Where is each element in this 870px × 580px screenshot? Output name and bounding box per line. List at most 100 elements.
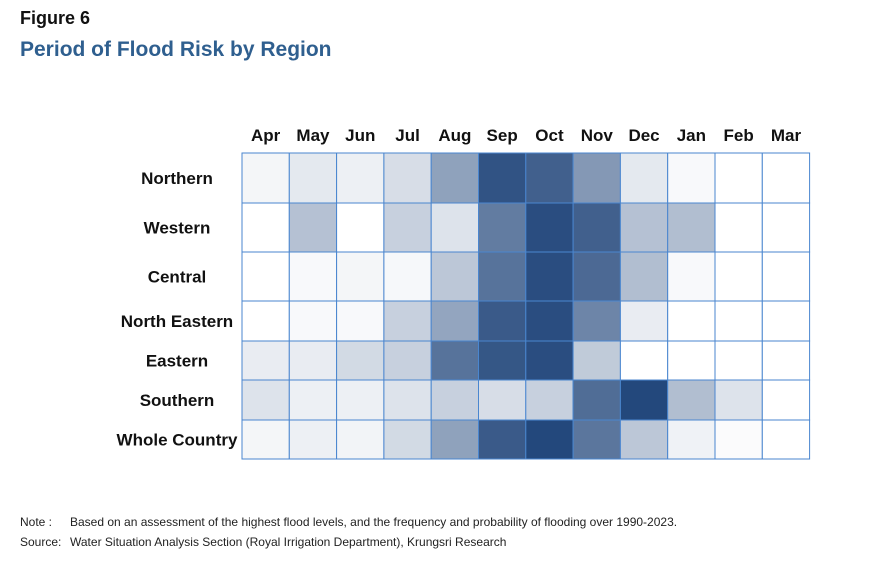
column-label: Dec xyxy=(628,126,659,145)
heatmap-cell xyxy=(572,419,621,460)
heatmap-cell xyxy=(572,152,621,204)
heatmap-cell xyxy=(619,379,669,421)
row-label: Southern xyxy=(140,391,215,410)
figure-label: Figure 6 xyxy=(20,8,91,28)
heatmap-cell xyxy=(619,300,669,342)
column-label: Mar xyxy=(771,126,802,145)
heatmap-cell xyxy=(761,419,811,460)
heatmap-cell xyxy=(619,340,669,381)
heatmap-cell xyxy=(383,379,432,421)
heatmap-cell xyxy=(714,152,763,204)
heatmap-cell xyxy=(288,251,338,302)
heatmap-cell xyxy=(761,202,811,253)
heatmap-cell xyxy=(525,340,574,381)
heatmap-cell xyxy=(241,152,290,204)
heatmap-cell xyxy=(430,340,480,381)
heatmap-cell xyxy=(336,379,385,421)
heatmap-cell xyxy=(667,300,716,342)
heatmap-cell xyxy=(336,300,385,342)
heatmap-cell xyxy=(383,202,432,253)
heatmap-cell xyxy=(478,419,527,460)
heatmap-cell xyxy=(667,202,716,253)
heatmap-cell xyxy=(525,300,574,342)
row-label: North Eastern xyxy=(121,312,233,331)
heatmap-cell xyxy=(241,202,290,253)
heatmap-cell xyxy=(241,251,290,302)
row-label: Eastern xyxy=(146,352,208,371)
heatmap-cell xyxy=(761,300,811,342)
heatmap-cell xyxy=(667,419,716,460)
column-label: Jan xyxy=(677,126,706,145)
heatmap-cell xyxy=(430,202,480,253)
heatmap-cell xyxy=(667,152,716,204)
column-label: Jul xyxy=(395,126,420,145)
row-label: Western xyxy=(144,219,211,238)
column-label: Aug xyxy=(438,126,471,145)
heatmap-cell xyxy=(761,152,811,204)
source-line: Source: Water Situation Analysis Section … xyxy=(20,535,506,549)
heatmap-cell xyxy=(430,419,480,460)
heatmap-cell xyxy=(572,251,621,302)
heatmap-cell xyxy=(619,419,669,460)
heatmap-cell xyxy=(336,251,385,302)
heatmap-cell xyxy=(430,379,480,421)
heatmap-cell xyxy=(572,300,621,342)
heatmap-cell xyxy=(619,202,669,253)
heatmap-cell xyxy=(572,379,621,421)
source-label: Source: xyxy=(20,535,62,549)
heatmap-cell xyxy=(714,202,763,253)
heatmap-cell xyxy=(383,419,432,460)
row-label: Central xyxy=(148,268,207,287)
heatmap-cell xyxy=(714,340,763,381)
heatmap-cell xyxy=(714,251,763,302)
column-label: Nov xyxy=(581,126,614,145)
column-label: Sep xyxy=(487,126,518,145)
heatmap-cell xyxy=(714,419,763,460)
heatmap-cell xyxy=(336,202,385,253)
source-text: Water Situation Analysis Section (Royal … xyxy=(70,535,507,549)
heatmap-cell xyxy=(288,152,338,204)
heatmap-cell xyxy=(241,340,290,381)
heatmap-cell xyxy=(383,340,432,381)
chart-title: Period of Flood Risk by Region xyxy=(20,38,332,61)
heatmap-cell xyxy=(714,379,763,421)
heatmap-cell xyxy=(525,379,574,421)
column-label: May xyxy=(296,126,330,145)
heatmap-cell xyxy=(478,152,527,204)
heatmap-cell xyxy=(572,202,621,253)
heatmap-cell xyxy=(241,419,290,460)
heatmap-cell xyxy=(478,379,527,421)
heatmap-cell xyxy=(430,300,480,342)
heatmap-cell xyxy=(525,251,574,302)
heatmap-cell xyxy=(288,300,338,342)
heatmap-cell xyxy=(478,300,527,342)
heatmap-cell xyxy=(383,300,432,342)
heatmap-cell xyxy=(288,202,338,253)
heatmap-cell xyxy=(525,202,574,253)
heatmap-cell xyxy=(336,152,385,204)
heatmap-cell xyxy=(288,379,338,421)
column-label: Apr xyxy=(251,126,281,145)
heatmap-cell xyxy=(761,340,811,381)
heatmap-cell xyxy=(714,300,763,342)
heatmap-cell xyxy=(383,251,432,302)
column-label: Feb xyxy=(724,126,754,145)
heatmap-cell xyxy=(761,251,811,302)
heatmap-cell xyxy=(619,152,669,204)
heatmap-cell xyxy=(336,340,385,381)
heatmap-cell xyxy=(525,419,574,460)
heatmap-cell xyxy=(430,251,480,302)
column-label: Oct xyxy=(535,126,564,145)
heatmap-cell xyxy=(572,340,621,381)
heatmap-cell xyxy=(525,152,574,204)
heatmap-cell xyxy=(667,340,716,381)
heatmap-cell xyxy=(288,340,338,381)
note-label: Note : xyxy=(20,515,53,529)
heatmap-cell xyxy=(761,379,811,421)
heatmap-cell xyxy=(478,202,527,253)
heatmap-cell xyxy=(478,251,527,302)
heatmap-cell xyxy=(288,419,338,460)
heatmap-cell xyxy=(478,340,527,381)
heatmap-cell xyxy=(383,152,432,204)
heatmap-cell xyxy=(667,379,716,421)
